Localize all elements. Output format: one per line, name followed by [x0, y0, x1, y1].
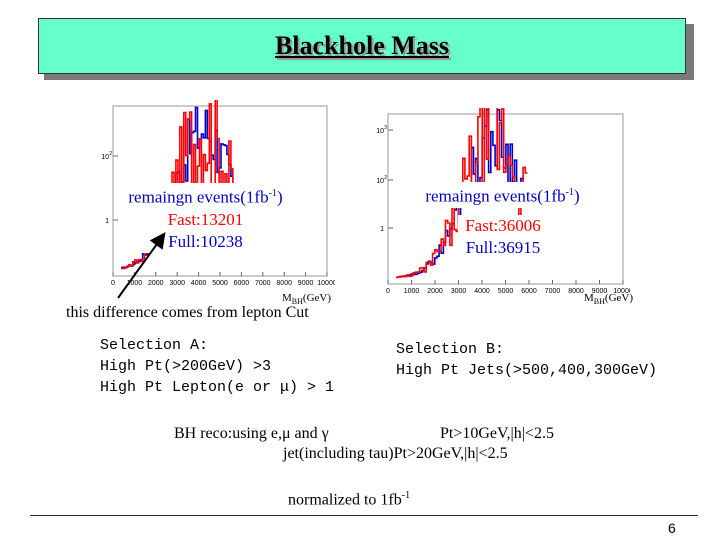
x-tick-label: 2000: [148, 280, 164, 287]
x-tick-label: 6000: [521, 288, 537, 295]
right-fast-count: Fast:36006: [465, 216, 541, 235]
selection-b-line: High Pt Jets(>500,400,300GeV): [396, 362, 658, 379]
x-tick-label: 1000: [404, 288, 420, 295]
right-axis-label: MBH(GeV): [584, 292, 634, 307]
y-tick-label: 10: [101, 154, 109, 161]
right-counts-box: Fast:36006 Full:36915: [458, 215, 548, 259]
x-tick-label: 7000: [545, 288, 561, 295]
x-tick-label: 1000: [127, 280, 143, 287]
x-tick-label: 7000: [255, 280, 271, 287]
selection-a-line: High Pt Lepton(e or μ) > 1: [100, 379, 335, 396]
slide-title: Blackhole Mass: [274, 31, 450, 60]
left-axis-label: MBH(GeV): [282, 292, 332, 307]
bh-reco-line1a: BH reco:using e,μ and γ: [174, 425, 329, 442]
normalized-note: normalized to 1fb-1: [288, 490, 411, 509]
x-tick-label: 5000: [212, 280, 228, 287]
x-tick-label: 2000: [427, 288, 443, 295]
x-tick-label: 9000: [298, 280, 314, 287]
y-tick-label: 10: [376, 128, 384, 135]
y-tick-exponent: 2: [384, 175, 387, 181]
selection-b-line: Selection B:: [396, 341, 505, 358]
x-tick-label: 4000: [191, 280, 207, 287]
y-tick-exponent: 3: [384, 125, 387, 131]
selection-a-line: High Pt(>200GeV) >3: [100, 358, 272, 375]
selection-a-block: Selection A: High Pt(>200GeV) >3 High Pt…: [100, 335, 334, 398]
x-tick-label: 9000: [592, 288, 608, 295]
selection-b-block: Selection B: High Pt Jets(>500,400,300Ge…: [396, 339, 657, 381]
y-tick-label: 10: [376, 178, 384, 185]
x-tick-label: 6000: [234, 280, 250, 287]
x-tick-label: 4000: [474, 288, 490, 295]
left-events-box: remaingn events(1fb-1) Fast:13201 Full:1…: [118, 183, 293, 253]
page-number: 6: [668, 520, 676, 536]
x-tick-label: 10000: [317, 280, 335, 287]
y-tick-label: 1: [380, 226, 384, 233]
right-full-count: Full:36915: [465, 238, 541, 257]
x-tick-label: 5000: [498, 288, 514, 295]
footer-divider: [30, 515, 698, 516]
x-tick-label: 0: [111, 280, 115, 287]
left-remaining-events: remaingn events(1fb-1): [128, 187, 283, 207]
lepton-cut-note: this difference comes from lepton Cut: [66, 304, 309, 321]
x-tick-label: 10000: [613, 288, 630, 295]
left-fast-count: Fast:13201: [167, 209, 244, 229]
y-tick-exponent: 2: [109, 151, 112, 157]
right-histogram: 0 1000 2000 3000 4000 5000 6000 7000 8000 9000 100…: [376, 108, 630, 295]
x-tick-label: 3000: [451, 288, 467, 295]
left-full-count: Full:10238: [168, 231, 243, 251]
right-remaining-events: remaingn events(1fb-1): [425, 186, 580, 206]
bh-reco-line1b: Pt>10GeV,|h|<2.5: [440, 425, 554, 442]
title-box: Blackhole Mass: [38, 18, 686, 74]
bh-reco-line2: jet(including tau)Pt>20GeV,|h|<2.5: [283, 445, 508, 462]
right-events-box: remaingn events(1fb-1): [410, 182, 595, 208]
x-tick-label: 3000: [169, 280, 185, 287]
y-tick-label: 1: [105, 218, 109, 225]
x-tick-label: 8000: [568, 288, 584, 295]
selection-a-line: Selection A:: [100, 337, 209, 354]
x-tick-label: 8000: [276, 280, 292, 287]
x-tick-label: 0: [386, 288, 390, 295]
